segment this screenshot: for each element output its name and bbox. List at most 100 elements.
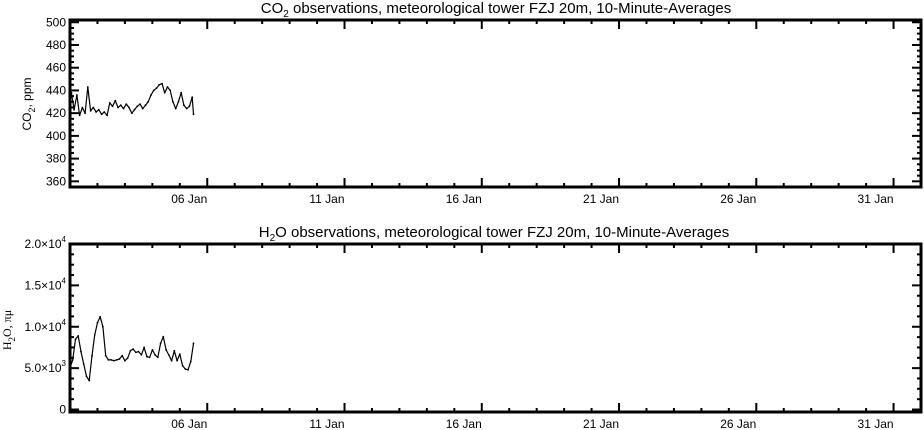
h2o-data-point: [121, 354, 124, 357]
co2-data-point: [192, 113, 195, 116]
co2-data-point: [95, 111, 97, 113]
h2o-data-point: [140, 354, 143, 356]
h2o-data-point: [192, 342, 195, 345]
h2o-data-point: [137, 350, 140, 353]
h2o-data-point: [126, 357, 129, 360]
co2-x-tick-label: 26 Jan: [720, 192, 756, 206]
co2-data-point: [147, 100, 150, 103]
h2o-data-point: [80, 350, 82, 353]
h2o-data-point: [102, 325, 104, 328]
co2-data-point: [119, 104, 122, 107]
co2-data-point: [188, 105, 191, 108]
co2-data-point: [100, 113, 103, 116]
co2-data-point: [111, 105, 114, 108]
co2-y-tick-label: 360: [46, 174, 66, 188]
h2o-data-point: [135, 351, 137, 354]
h2o-y-tick-label: 2.0×104: [25, 235, 67, 251]
co2-y-tick-label: 400: [46, 129, 66, 143]
co2-data-point: [97, 108, 100, 111]
h2o-data-point: [184, 368, 187, 370]
h2o-chart-title: H2O observations, meteorological tower F…: [259, 224, 730, 244]
co2-series-line: [70, 82, 193, 117]
co2-data-point: [172, 100, 174, 103]
h2o-data-point: [173, 349, 176, 352]
h2o-data-point: [165, 349, 168, 351]
co2-data-point: [92, 106, 95, 109]
co2-data-point: [166, 86, 169, 88]
co2-data-point: [122, 107, 125, 110]
h2o-data-point: [159, 342, 162, 345]
co2-data-point: [180, 91, 183, 94]
co2-data-point: [163, 91, 166, 94]
h2o-data-point: [77, 335, 80, 337]
h2o-x-tick-label: 21 Jan: [583, 417, 619, 430]
h2o-data-point: [113, 359, 115, 362]
h2o-plot-frame: [68, 242, 923, 414]
h2o-data-point: [189, 360, 192, 363]
co2-plot-frame: [68, 18, 923, 189]
h2o-data-point: [82, 363, 85, 365]
h2o-data-point: [151, 349, 154, 351]
co2-data-point: [183, 104, 185, 107]
co2-y-tick-label: 440: [46, 83, 66, 97]
co2-y-tick-label: 380: [46, 152, 66, 166]
co2-y-axis-label: CO2, ppm: [20, 77, 37, 130]
co2-chart-title: CO2 observations, meteorological tower F…: [261, 0, 731, 20]
co2-data-point: [133, 108, 136, 111]
h2o-x-tick-label: 26 Jan: [720, 417, 756, 430]
h2o-data-point: [88, 379, 91, 382]
h2o-series-line: [69, 316, 195, 382]
h2o-data-point: [129, 349, 132, 352]
h2o-data-point: [93, 334, 96, 336]
h2o-data-point: [91, 354, 93, 357]
h2o-data-point: [118, 358, 121, 360]
h2o-data-point: [71, 359, 74, 361]
co2-data-point: [161, 82, 163, 85]
h2o-data-point: [146, 355, 148, 358]
co2-data-point: [139, 103, 141, 105]
h2o-x-tick-label: 31 Jan: [858, 417, 894, 430]
co2-data-point: [106, 114, 108, 117]
co2-data-point: [152, 89, 155, 92]
h2o-x-tick-label: 11 Jan: [309, 417, 344, 430]
co2-data-point: [128, 106, 130, 109]
co2-y-tick-label: 460: [46, 61, 66, 75]
h2o-data-point: [107, 359, 110, 361]
h2o-data-point: [170, 359, 173, 362]
co2-data-point: [169, 89, 172, 92]
co2-data-point: [158, 83, 161, 86]
co2-data-point: [141, 107, 144, 110]
h2o-y-tick-label: 0: [59, 403, 66, 417]
h2o-data-point: [156, 356, 159, 359]
h2o-data-point: [104, 354, 107, 357]
h2o-data-point: [167, 354, 170, 356]
co2-x-tick-label: 21 Jan: [583, 192, 619, 206]
co2-y-tick-label: 480: [46, 38, 66, 52]
h2o-data-point: [162, 335, 165, 338]
co2-data-point: [130, 112, 133, 115]
h2o-data-point: [178, 353, 181, 355]
h2o-data-point: [132, 348, 135, 350]
h2o-data-point: [176, 359, 179, 362]
h2o-y-tick-label: 1.5×104: [25, 276, 67, 292]
co2-y-tick-label: 500: [46, 15, 66, 29]
co2-data-point: [144, 104, 147, 107]
co2-data-point: [136, 105, 139, 108]
co2-data-point: [108, 102, 111, 104]
h2o-y-tick-label: 1.0×104: [25, 318, 67, 334]
h2o-data-point: [154, 354, 157, 356]
co2-data-point: [174, 107, 177, 110]
co2-x-tick-label: 16 Jan: [446, 192, 482, 206]
co2-y-tick-label: 420: [46, 106, 66, 120]
h2o-data-point: [96, 321, 99, 324]
h2o-data-point: [187, 368, 189, 371]
co2-data-point: [185, 107, 188, 110]
h2o-data-point: [143, 346, 146, 349]
h2o-y-tick-label: 5.0×103: [25, 359, 67, 375]
co2-data-point: [76, 94, 78, 96]
h2o-data-point: [124, 359, 126, 362]
co2-data-point: [125, 103, 128, 105]
h2o-data-point: [110, 359, 113, 361]
co2-series-line: [191, 97, 195, 115]
